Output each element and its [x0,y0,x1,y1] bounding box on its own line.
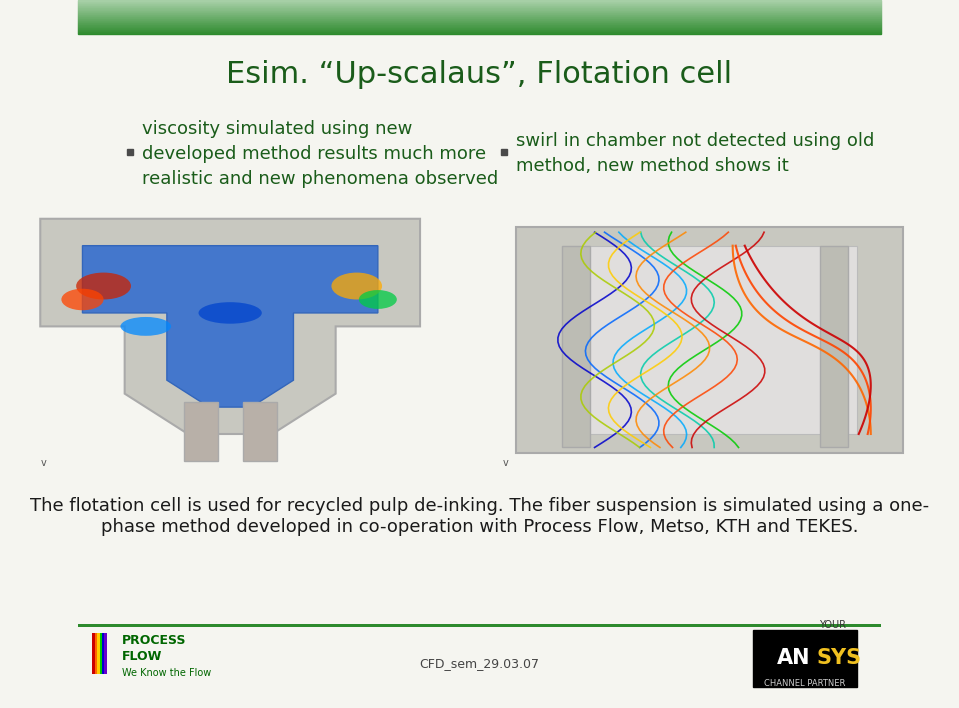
Text: AN: AN [777,649,810,668]
Text: phase method developed in co-operation with Process Flow, Metso, KTH and TEKES.: phase method developed in co-operation w… [101,518,858,537]
Text: v: v [503,458,508,468]
Text: CFD_sem_29.03.07: CFD_sem_29.03.07 [419,657,540,670]
FancyBboxPatch shape [753,630,857,687]
Bar [92,633,95,674]
Text: We Know the Flow: We Know the Flow [122,668,211,678]
Bar [562,246,590,447]
Bar [243,401,276,461]
Text: Esim. “Up-scalaus”, Flotation cell: Esim. “Up-scalaus”, Flotation cell [226,60,733,88]
Bar [95,633,97,674]
Text: v: v [40,458,46,468]
Ellipse shape [359,290,397,309]
Ellipse shape [76,273,131,299]
Bar [102,633,105,674]
Bar [562,246,857,434]
Ellipse shape [121,317,171,336]
Bar [105,633,106,674]
Bar [516,227,903,453]
Text: PROCESS: PROCESS [122,634,187,647]
Text: YOUR: YOUR [819,620,847,630]
Bar [100,633,102,674]
Polygon shape [82,246,378,407]
Bar [78,624,881,627]
Text: swirl in chamber not detected using old
method, new method shows it: swirl in chamber not detected using old … [516,132,874,175]
Ellipse shape [332,273,382,299]
Text: The flotation cell is used for recycled pulp de-inking. The fiber suspension is : The flotation cell is used for recycled … [30,497,929,515]
Text: CHANNEL PARTNER: CHANNEL PARTNER [764,679,846,687]
Ellipse shape [61,289,104,310]
Bar [97,633,100,674]
Ellipse shape [199,302,262,324]
Text: FLOW: FLOW [122,650,162,663]
Bar [820,246,848,447]
Text: SYS: SYS [817,649,862,668]
Bar [184,401,218,461]
Polygon shape [40,219,420,434]
Text: viscosity simulated using new
developed method results much more
realistic and n: viscosity simulated using new developed … [142,120,499,188]
